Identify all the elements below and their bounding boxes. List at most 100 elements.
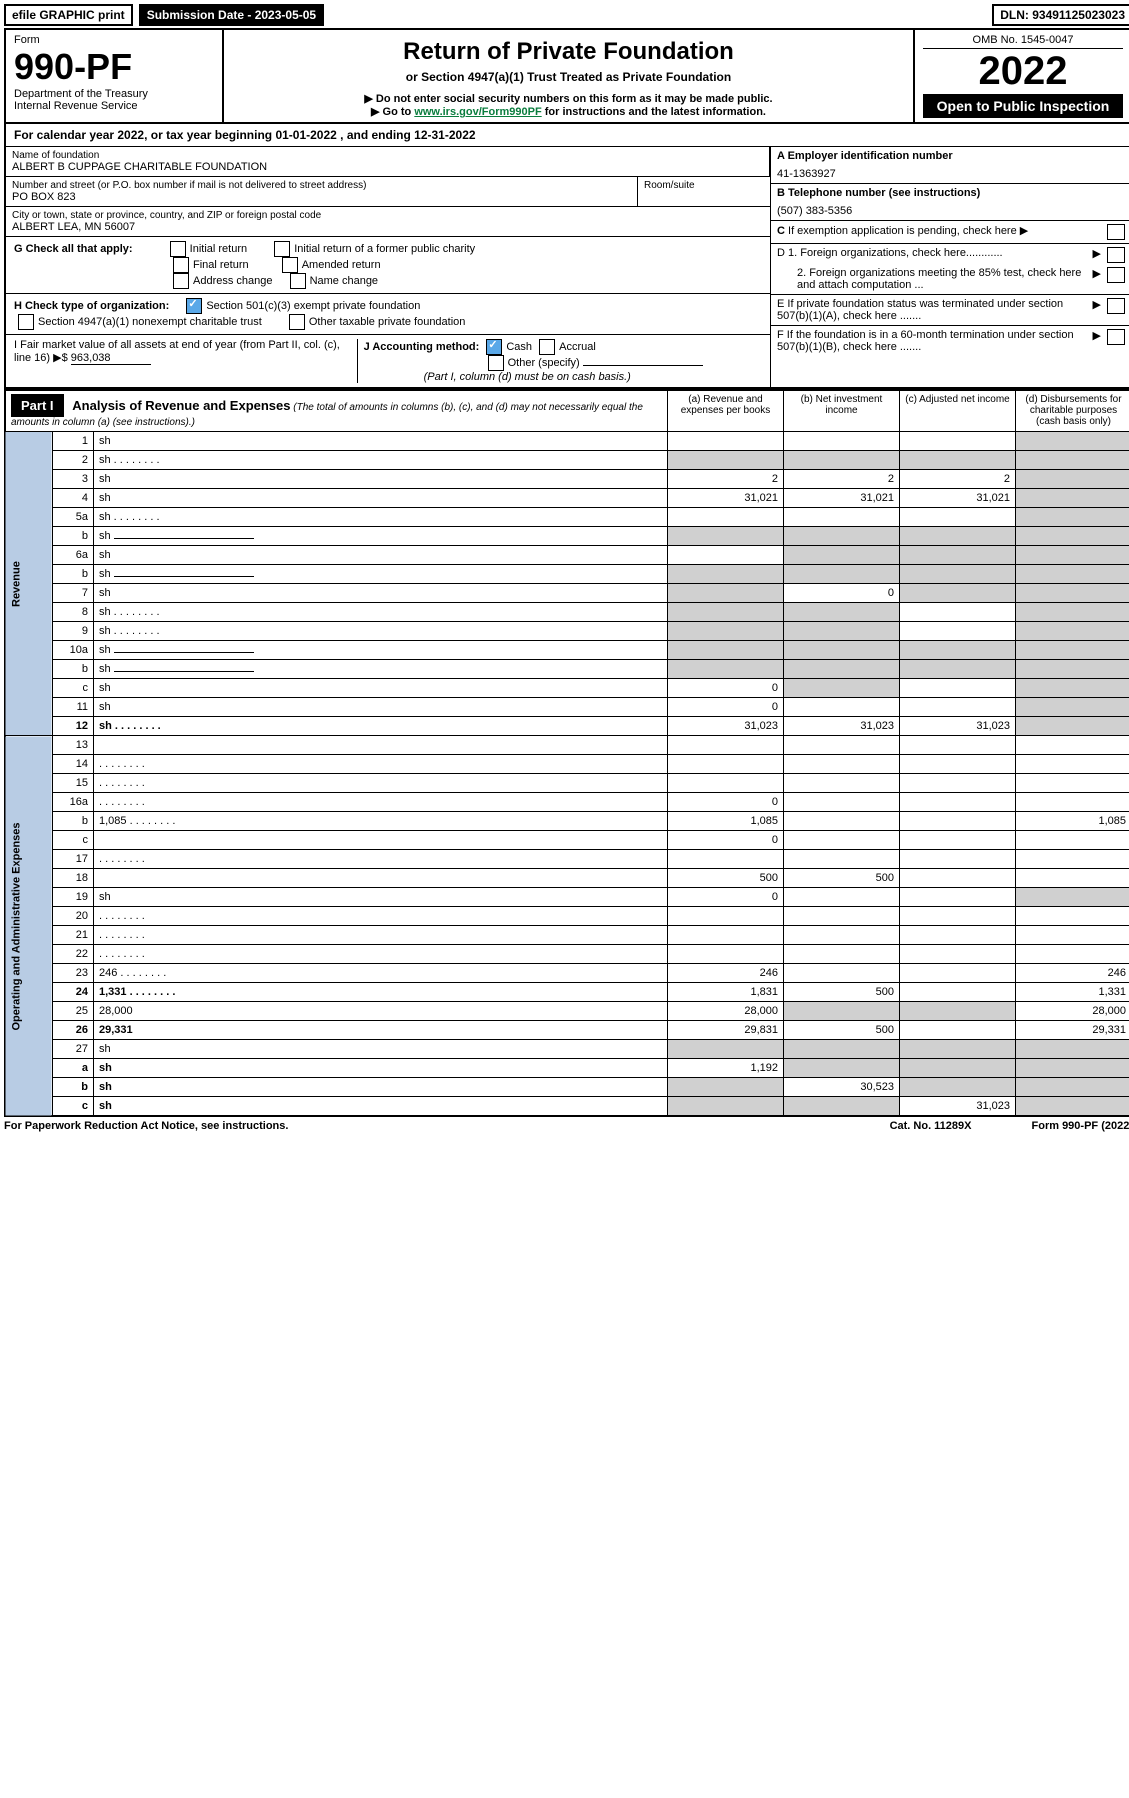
cb-4947[interactable] [18,314,34,330]
cb-other-taxable[interactable] [289,314,305,330]
h-opt2: Section 4947(a)(1) nonexempt charitable … [38,316,262,328]
cb-e[interactable] [1107,298,1125,314]
row-desc: sh [94,489,668,508]
cell-c: 2 [900,470,1016,489]
cell-c [900,1040,1016,1059]
row-num: c [53,831,94,850]
cell-c: 31,023 [900,717,1016,736]
form-subtitle: or Section 4947(a)(1) Trust Treated as P… [232,70,905,84]
cell-c [900,983,1016,1002]
identity-grid: Name of foundation ALBERT B CUPPAGE CHAR… [4,147,1129,389]
revenue-side-label: Revenue [5,432,53,736]
footer-row: For Paperwork Reduction Act Notice, see … [4,1117,1129,1135]
row-desc: . . . . . . . . [94,926,668,945]
cb-cash[interactable] [486,339,502,355]
row-desc: sh [94,584,668,603]
row-desc: sh [94,1078,668,1097]
cb-initial-former[interactable] [274,241,290,257]
row-desc: sh [94,1040,668,1059]
row-desc: sh [94,432,668,451]
cb-accrual[interactable] [539,339,555,355]
row-desc: 29,331 [94,1021,668,1040]
cell-c [900,641,1016,660]
cell-b: 30,523 [784,1078,900,1097]
form990pf-link[interactable]: www.irs.gov/Form990PF [414,106,541,118]
cell-a [668,603,784,622]
cell-a [668,660,784,679]
cell-d [1016,907,1129,926]
row-desc: sh [94,546,668,565]
j-cash: Cash [506,341,532,353]
row-desc: sh [94,470,668,489]
row-num: 21 [53,926,94,945]
cell-c [900,565,1016,584]
cell-a: 28,000 [668,1002,784,1021]
row-desc [94,736,668,755]
cb-name-change[interactable] [290,273,306,289]
footer-right: Form 990-PF (2022) [1032,1120,1129,1132]
form-number: 990-PF [14,46,214,88]
cell-c [900,1078,1016,1097]
cb-other-method[interactable] [488,355,504,371]
cb-501c3[interactable] [186,298,202,314]
c-label: If exemption application is pending, che… [788,225,1017,237]
cell-b [784,964,900,983]
g-opt-2: Final return [193,259,249,271]
row-num: a [53,1059,94,1078]
cb-amended-return[interactable] [282,257,298,273]
row-desc [94,869,668,888]
identity-left: Name of foundation ALBERT B CUPPAGE CHAR… [6,147,770,387]
row-num: 16a [53,793,94,812]
part1-label: Part I [11,394,64,417]
cell-a [668,641,784,660]
cb-initial-return[interactable] [170,241,186,257]
row-num: 14 [53,755,94,774]
g-opt-3: Amended return [302,259,381,271]
cell-c [900,793,1016,812]
row-desc: sh [94,660,668,679]
note2-prefix: ▶ Go to [371,106,414,118]
row-num: 15 [53,774,94,793]
row-desc: sh [94,527,668,546]
cell-b: 31,023 [784,717,900,736]
row-desc [94,831,668,850]
cell-a [668,584,784,603]
cell-c [900,584,1016,603]
cell-a [668,907,784,926]
row-num: 12 [53,717,94,736]
cell-c [900,451,1016,470]
cell-d [1016,850,1129,869]
cell-c [900,945,1016,964]
cb-d2[interactable] [1107,267,1125,283]
cb-d1[interactable] [1107,247,1125,263]
row-desc: sh . . . . . . . . [94,717,668,736]
cb-c[interactable] [1107,224,1125,240]
cb-address-change[interactable] [173,273,189,289]
identity-right: A Employer identification number 41-1363… [770,147,1129,387]
row-num: 27 [53,1040,94,1059]
calendar-year-row: For calendar year 2022, or tax year begi… [4,124,1129,147]
footer-mid: Cat. No. 11289X [890,1120,972,1132]
cell-b [784,907,900,926]
row-num: 26 [53,1021,94,1040]
cell-c [900,850,1016,869]
cell-b [784,660,900,679]
row-num: 23 [53,964,94,983]
cell-c [900,698,1016,717]
cell-a: 0 [668,793,784,812]
cell-d [1016,774,1129,793]
cb-f[interactable] [1107,329,1125,345]
cb-final-return[interactable] [173,257,189,273]
cell-a [668,926,784,945]
efile-label[interactable]: efile GRAPHIC print [4,4,133,26]
row-desc: 1,331 . . . . . . . . [94,983,668,1002]
cell-b: 2 [784,470,900,489]
row-num: 20 [53,907,94,926]
cell-a: 1,192 [668,1059,784,1078]
form-note2: ▶ Go to www.irs.gov/Form990PF for instru… [232,105,905,118]
form-header: Form 990-PF Department of the Treasury I… [4,28,1129,124]
row-desc: sh . . . . . . . . [94,451,668,470]
row-desc: 246 . . . . . . . . [94,964,668,983]
row-desc: sh . . . . . . . . [94,603,668,622]
cell-d [1016,660,1129,679]
